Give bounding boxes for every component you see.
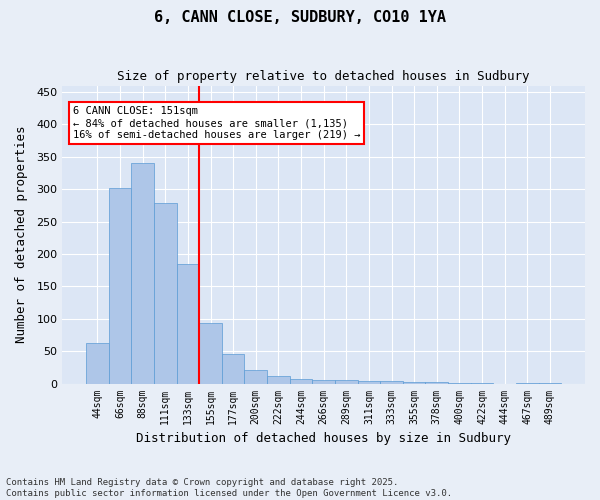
Bar [131, 164, 154, 384]
Bar [154, 204, 176, 384]
Bar [176, 264, 199, 384]
Bar [313, 380, 335, 384]
Bar [539, 383, 561, 384]
Bar [516, 383, 539, 384]
Bar [448, 383, 471, 384]
Bar [222, 354, 244, 384]
Bar [403, 382, 425, 384]
Bar [244, 370, 267, 384]
Bar [335, 380, 358, 384]
Text: 6, CANN CLOSE, SUDBURY, CO10 1YA: 6, CANN CLOSE, SUDBURY, CO10 1YA [154, 10, 446, 25]
Bar [267, 376, 290, 384]
Y-axis label: Number of detached properties: Number of detached properties [15, 126, 28, 344]
Text: Contains HM Land Registry data © Crown copyright and database right 2025.
Contai: Contains HM Land Registry data © Crown c… [6, 478, 452, 498]
Title: Size of property relative to detached houses in Sudbury: Size of property relative to detached ho… [118, 70, 530, 83]
Bar [199, 324, 222, 384]
Bar [109, 188, 131, 384]
X-axis label: Distribution of detached houses by size in Sudbury: Distribution of detached houses by size … [136, 432, 511, 445]
Bar [425, 382, 448, 384]
Bar [290, 379, 313, 384]
Bar [471, 383, 493, 384]
Text: 6 CANN CLOSE: 151sqm
← 84% of detached houses are smaller (1,135)
16% of semi-de: 6 CANN CLOSE: 151sqm ← 84% of detached h… [73, 106, 360, 140]
Bar [358, 381, 380, 384]
Bar [86, 342, 109, 384]
Bar [380, 381, 403, 384]
